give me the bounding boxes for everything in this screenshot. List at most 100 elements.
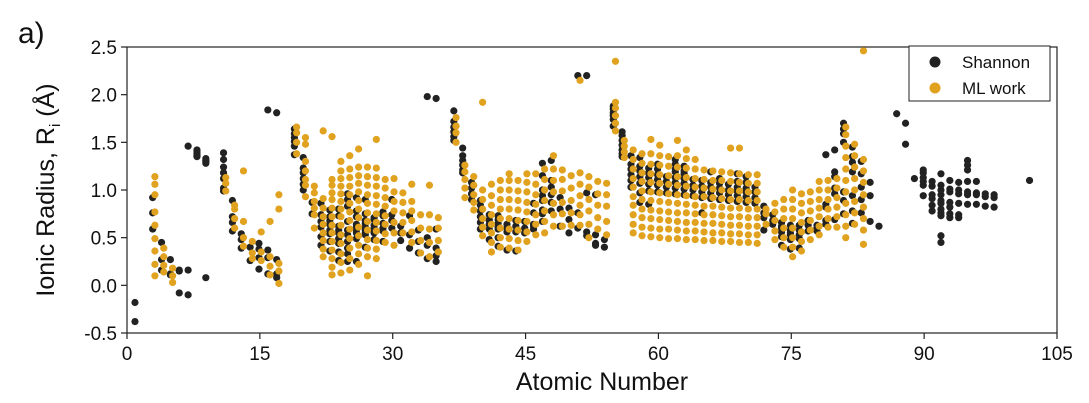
point-ml-work [629,229,637,237]
point-ml-work [381,238,389,247]
point-ml-work [656,215,664,224]
point-ml-work [479,223,487,231]
point-ml-work [629,183,637,191]
point-ml-work [780,243,788,251]
point-ml-work [293,129,301,137]
point-shannon [937,181,945,189]
point-ml-work [638,177,646,186]
point-ml-work [771,216,779,225]
panel-label: a) [18,17,45,50]
point-ml-work [346,216,354,225]
point-ml-work [408,207,416,215]
legend-marker-ml-work [929,82,941,94]
point-ml-work [638,187,646,195]
point-shannon [591,239,600,247]
point-shannon [901,140,910,148]
x-tick-label: 0 [122,344,133,365]
point-ml-work [337,258,345,267]
point-ml-work [638,169,646,177]
point-ml-work [381,194,389,202]
legend: Shannon ML work [908,45,1051,102]
point-ml-work [505,176,513,185]
point-ml-work [479,186,487,194]
point-ml-work [833,203,841,211]
point-ml-work [310,211,318,219]
point-ml-work [638,150,646,158]
point-ml-work [691,193,699,201]
point-ml-work [629,193,637,201]
point-shannon [831,168,839,176]
point-ml-work [709,185,717,193]
point-ml-work [363,199,372,207]
point-ml-work [549,152,558,160]
point-shannon [219,149,228,157]
point-ml-work [824,215,832,223]
point-ml-work [301,140,310,148]
point-ml-work [797,247,806,255]
point-ml-work [328,246,336,254]
point-ml-work [487,180,496,188]
point-ml-work [346,235,354,243]
point-ml-work [851,186,859,194]
point-shannon [963,177,972,186]
point-ml-work [505,244,513,252]
point-ml-work [665,153,673,161]
point-ml-work [594,201,602,209]
point-ml-work [603,217,611,226]
point-shannon [831,146,839,154]
point-ml-work [797,218,806,227]
point-ml-work [239,242,248,250]
point-ml-work [859,226,868,234]
point-ml-work [532,200,540,208]
point-ml-work [842,123,850,131]
point-ml-work [727,195,735,204]
point-ml-work [461,161,469,169]
point-ml-work [434,236,442,245]
point-ml-work [851,140,859,148]
point-ml-work [470,206,478,214]
point-ml-work [753,171,761,179]
point-ml-work [372,192,380,200]
point-ml-work [337,269,345,277]
point-shannon [538,159,547,167]
point-ml-work [372,255,380,263]
point-ml-work [682,182,690,190]
point-ml-work [399,198,407,206]
point-ml-work [496,195,504,204]
point-ml-work [682,174,690,182]
point-shannon [131,298,139,307]
point-ml-work [355,163,363,171]
point-ml-work [709,211,717,219]
point-ml-work [257,256,265,265]
point-shannon [937,238,945,247]
point-ml-work [328,229,336,237]
x-tick-label: 105 [1041,344,1073,365]
point-ml-work [727,237,735,246]
point-ml-work [505,205,513,213]
point-ml-work [585,207,593,215]
point-ml-work [523,198,531,206]
point-ml-work [514,196,522,205]
point-ml-work [328,175,336,184]
point-ml-work [487,238,496,247]
point-ml-work [363,191,372,199]
point-ml-work [744,238,752,247]
x-tick-label: 60 [648,344,669,365]
point-ml-work [629,201,637,209]
point-ml-work [682,164,690,172]
point-ml-work [842,199,850,207]
point-ml-work [647,170,655,178]
point-shannon [937,205,945,213]
point-ml-work [824,195,832,204]
point-ml-work [806,207,814,215]
point-ml-work [789,243,797,251]
point-ml-work [744,179,752,187]
point-ml-work [665,162,673,170]
point-ml-work [372,227,380,235]
point-ml-work [620,142,628,150]
point-shannon [848,192,857,200]
point-ml-work [479,215,487,223]
point-ml-work [753,222,761,230]
point-ml-work [346,199,354,207]
point-ml-work [638,232,646,240]
